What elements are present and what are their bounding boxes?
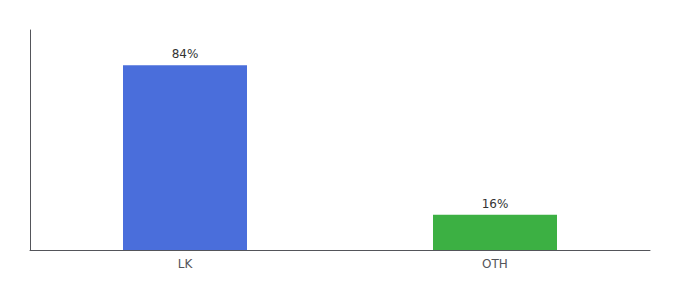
svg-text:OTH: OTH (482, 257, 508, 271)
svg-text:16%: 16% (482, 197, 509, 211)
svg-text:LK: LK (178, 257, 194, 271)
svg-text:84%: 84% (172, 47, 199, 61)
